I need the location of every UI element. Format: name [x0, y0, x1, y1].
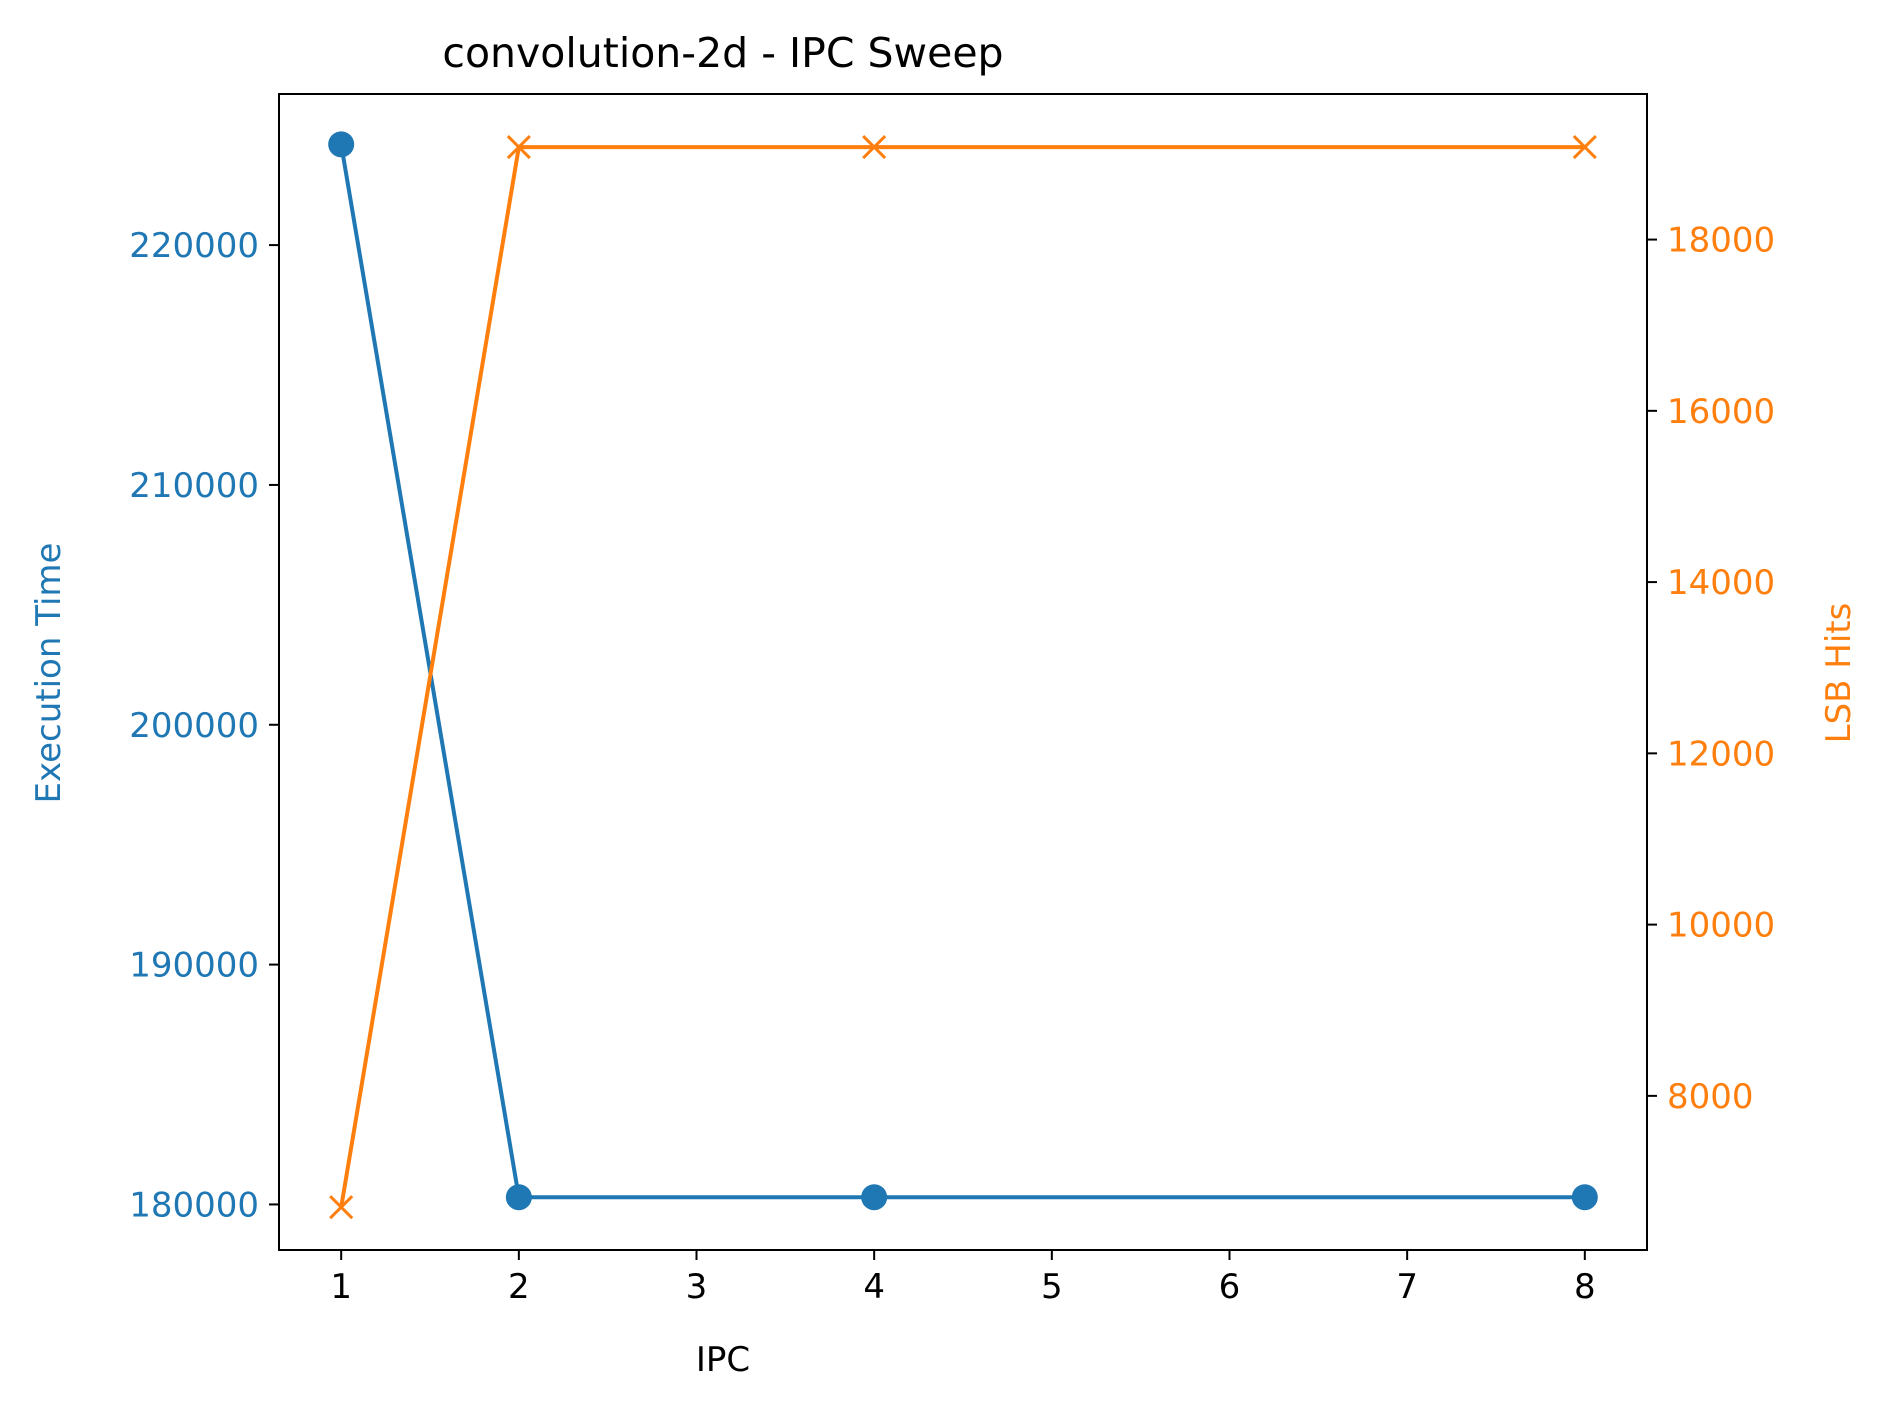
x-tick-label: 1: [330, 1267, 352, 1307]
x-tick-label: 2: [508, 1267, 530, 1307]
x-tick-label: 5: [1041, 1267, 1063, 1307]
y-left-tick-label: 190000: [129, 946, 259, 986]
lsb-hits-line: [339, 145, 1585, 1208]
execution-time-point: [1571, 1184, 1598, 1211]
execution-time-point: [505, 1184, 532, 1211]
y-right-axis-title: LSB Hits: [1819, 603, 1859, 744]
x-tick-label: 8: [1574, 1267, 1596, 1307]
y-left-tick-label: 180000: [129, 1185, 259, 1225]
lsb-hits-point: [506, 135, 531, 160]
plot-frame: [278, 93, 1648, 1251]
lsb-hits-series: [329, 135, 1597, 1220]
y-left-axis-title: Execution Time: [29, 543, 69, 804]
lsb-hits-point: [1572, 135, 1597, 160]
lsb-hits-point: [862, 135, 887, 160]
x-tick-label: 7: [1396, 1267, 1418, 1307]
x-marker-stroke: [862, 135, 887, 160]
y-right-tick-label: 16000: [1667, 392, 1775, 432]
chart-title: convolution-2d - IPC Sweep: [442, 29, 1003, 77]
y-right-tick-label: 12000: [1667, 734, 1775, 774]
execution-time-point: [861, 1184, 888, 1211]
execution-time-point: [328, 131, 355, 158]
y-right-tick-label: 10000: [1667, 906, 1775, 946]
x-marker-stroke: [329, 1195, 354, 1220]
x-marker-stroke: [506, 135, 531, 160]
x-tick-label: 4: [863, 1267, 885, 1307]
series-layer: [328, 131, 1598, 1220]
y-left-tick-label: 210000: [129, 466, 259, 506]
y-right-tick-label: 8000: [1667, 1077, 1754, 1117]
y-left-tick-label: 200000: [129, 706, 259, 746]
y-left-tick-label: 220000: [129, 226, 259, 266]
y-right-tick-label: 18000: [1667, 221, 1775, 261]
x-tick-label: 6: [1219, 1267, 1241, 1307]
y-right-tick-label: 14000: [1667, 563, 1775, 603]
x-marker-stroke: [1572, 135, 1597, 160]
axes-layer: 1 2 3 4 5 6 7 8 180000 190000 200000 210000 220000 80…: [129, 93, 1775, 1307]
x-axis-title: IPC: [696, 1340, 750, 1380]
x-tick-label: 3: [686, 1267, 708, 1307]
lsb-hits-point: [329, 1195, 354, 1220]
